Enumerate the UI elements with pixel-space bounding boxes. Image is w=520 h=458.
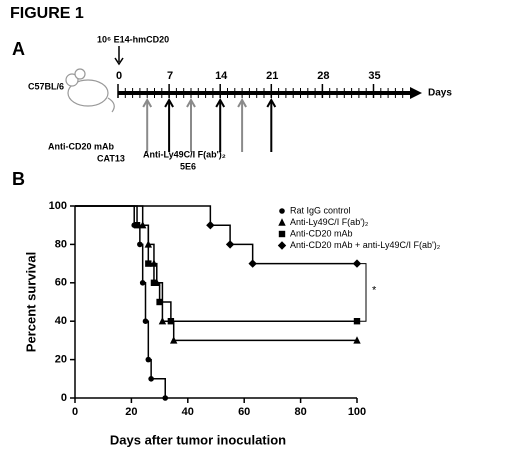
arrowhead [186, 97, 196, 108]
y-tick-label: 40 [55, 315, 67, 327]
y-tick-label: 20 [55, 354, 67, 366]
axis-label: Days [428, 88, 452, 99]
marker [352, 259, 362, 268]
legend-marker [277, 241, 287, 250]
survival-step [148, 358, 152, 379]
arrowhead [215, 97, 226, 108]
panel-label: B [12, 169, 25, 189]
legend-marker [278, 230, 286, 238]
survival-step [145, 320, 150, 360]
tick-label: 21 [266, 70, 278, 82]
mouse-icon [65, 68, 115, 113]
timeline-arrowhead [410, 87, 422, 99]
x-tick-label: 100 [348, 406, 366, 418]
tumor-label: 10⁶ E14-hmCD20 [97, 34, 169, 44]
panel-label: A [12, 39, 25, 59]
survival-step [148, 262, 155, 283]
x-tick-label: 20 [125, 406, 137, 418]
tick-label: 14 [215, 70, 228, 82]
tick-label: 28 [317, 70, 329, 82]
marker [167, 318, 175, 325]
figure-title: FIGURE 1 [10, 5, 84, 22]
survival-step [210, 224, 231, 245]
legend-marker [278, 218, 286, 226]
survival-step [153, 282, 161, 302]
y-tick-label: 0 [61, 392, 67, 404]
marker [353, 336, 361, 344]
arrowhead [237, 97, 247, 108]
survival-step [159, 301, 172, 322]
y-tick-label: 80 [55, 238, 67, 250]
x-tick-label: 80 [294, 406, 306, 418]
arrowhead [164, 97, 174, 108]
legend-label: Anti-CD20 mAb + anti-Ly49C/I F(ab')₂ [290, 240, 441, 250]
treatment-clone: CAT13 [97, 153, 125, 163]
y-axis-label: Percent survival [23, 252, 38, 352]
treatment-name: Anti-CD20 mAb [48, 141, 115, 151]
legend-label: Rat IgG control [290, 205, 351, 215]
marker [145, 260, 152, 267]
marker [353, 318, 361, 325]
survival-step [75, 205, 144, 226]
tick-label: 35 [368, 70, 380, 82]
arrowhead [142, 97, 153, 108]
x-tick-label: 0 [72, 406, 78, 418]
mouse-label: C57BL/6 [28, 81, 64, 91]
y-tick-label: 60 [55, 277, 67, 289]
annotation: * [372, 284, 377, 296]
treatment-name: Anti-Ly49C/I F(ab')₂ [143, 149, 226, 159]
tumor-arrow [114, 46, 124, 66]
tick-label: 7 [167, 70, 173, 82]
x-tick-label: 60 [238, 406, 250, 418]
marker [156, 298, 163, 306]
significance-bracket [359, 263, 367, 322]
marker [162, 395, 169, 401]
treatment-clone: 5E6 [180, 161, 196, 171]
tick-label: 0 [116, 70, 122, 82]
survival-step [153, 262, 158, 283]
x-tick-label: 40 [182, 406, 194, 418]
y-tick-label: 100 [49, 200, 67, 212]
survival-step [75, 205, 135, 226]
survival-step [142, 282, 147, 322]
legend-label: Anti-Ly49C/I F(ab')₂ [290, 217, 369, 227]
survival-step [75, 205, 138, 226]
x-axis-label: Days after tumor inoculation [110, 432, 286, 447]
survival-step [230, 243, 254, 264]
survival-step [137, 224, 150, 264]
survival-step [148, 243, 155, 264]
survival-step [139, 243, 144, 283]
arrowhead [266, 97, 277, 108]
survival-step [151, 378, 166, 398]
legend-marker [279, 208, 285, 214]
legend-label: Anti-CD20 mAb [290, 228, 353, 238]
survival-step [75, 205, 212, 226]
marker [150, 279, 158, 286]
